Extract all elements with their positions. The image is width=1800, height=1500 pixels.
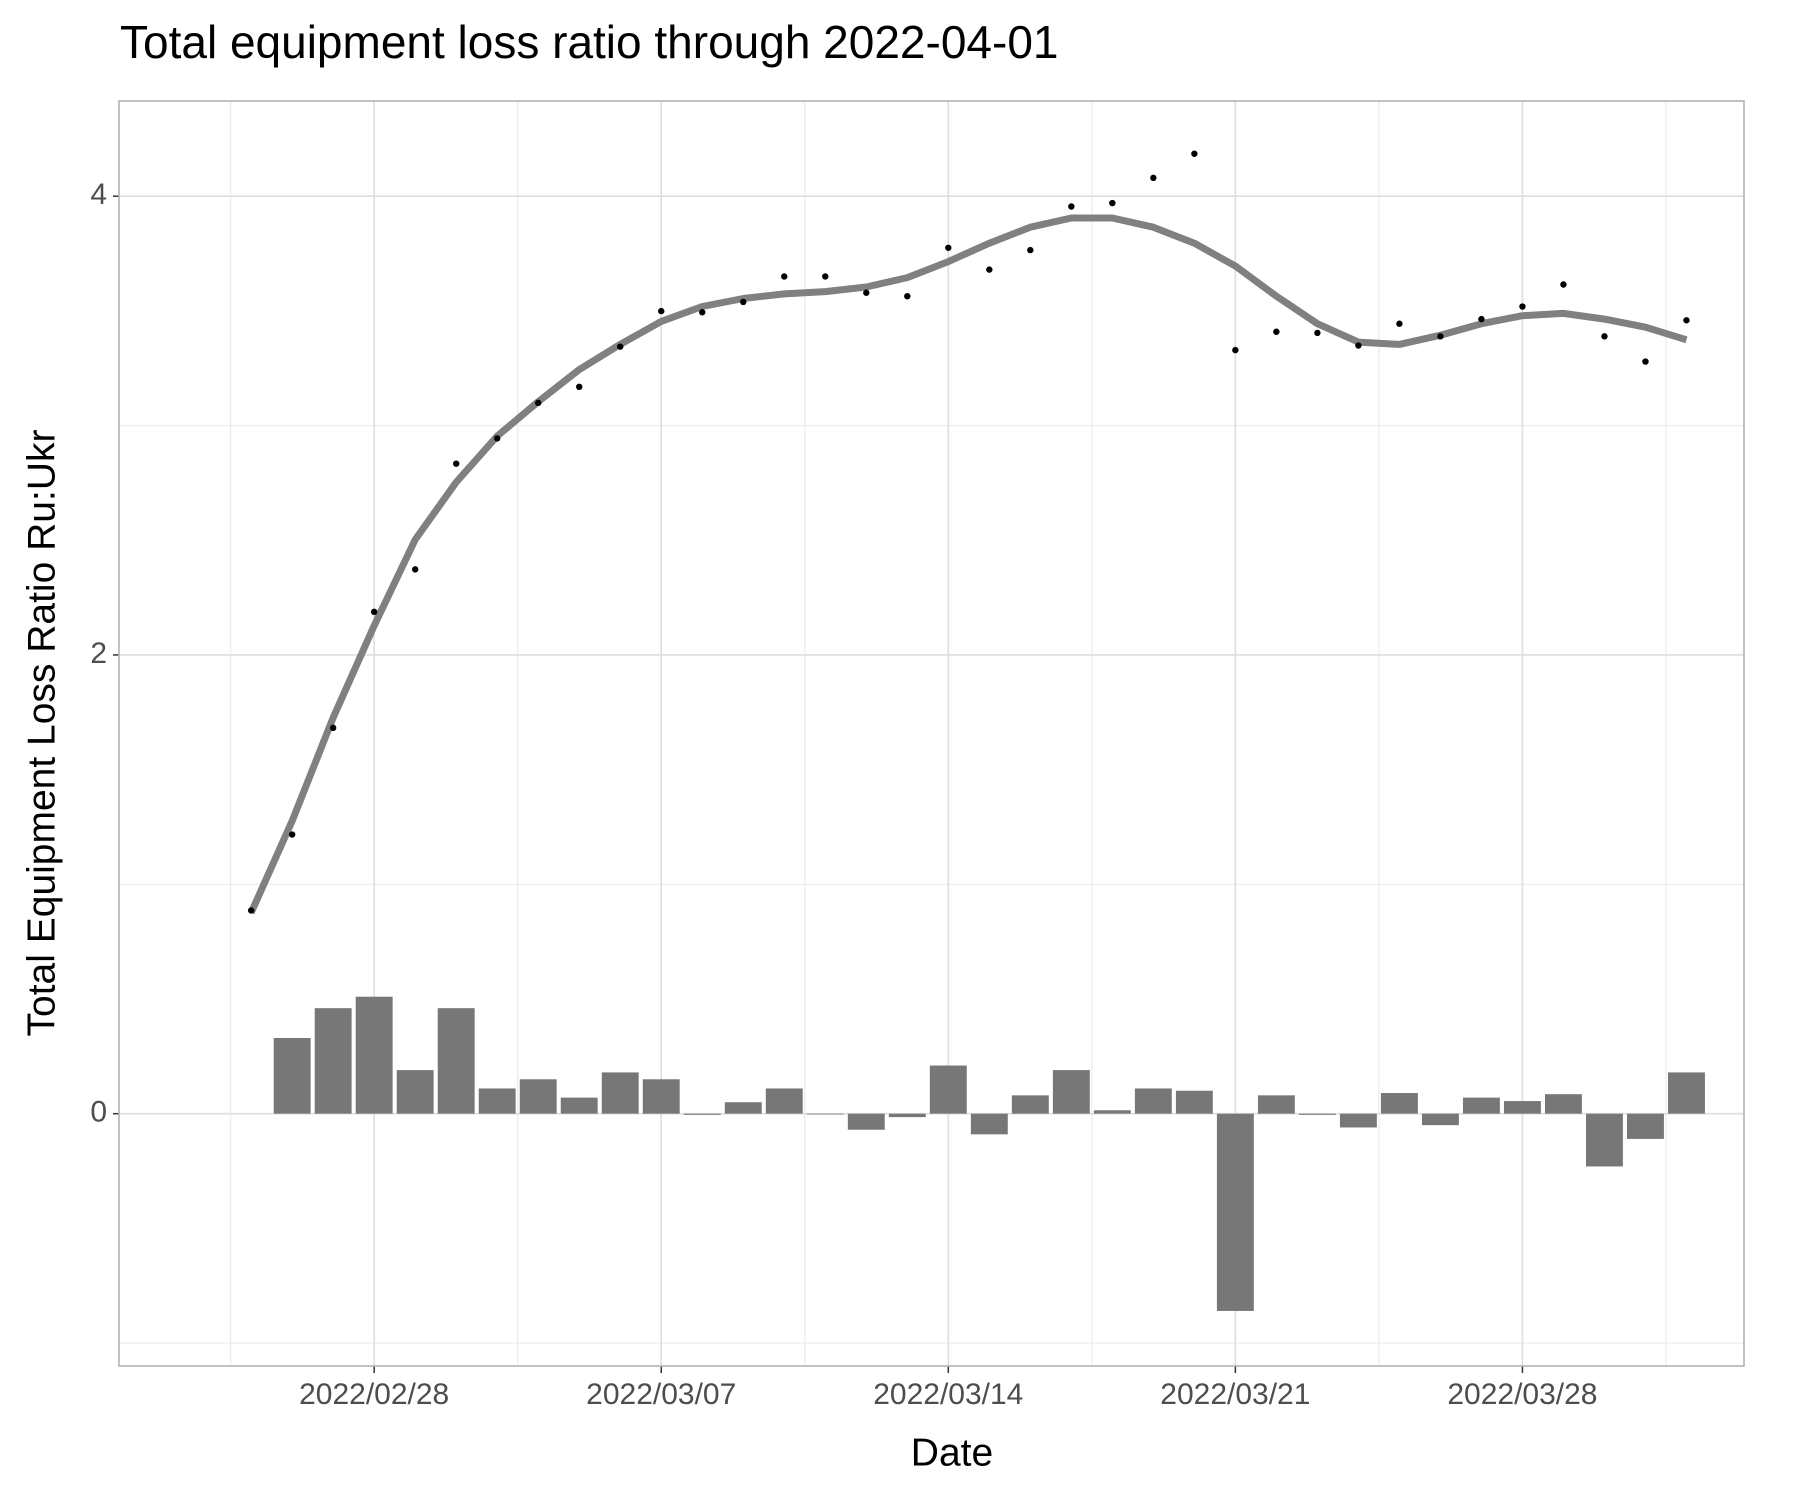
bar xyxy=(1175,1090,1213,1114)
point xyxy=(863,289,870,296)
point xyxy=(1437,333,1444,340)
point xyxy=(1027,246,1034,254)
bar xyxy=(1585,1113,1623,1167)
point xyxy=(1519,303,1526,310)
point xyxy=(247,907,255,914)
bar xyxy=(1421,1113,1459,1126)
point xyxy=(699,309,706,316)
point xyxy=(411,566,419,573)
bar xyxy=(1627,1113,1664,1139)
bar xyxy=(1134,1088,1172,1114)
point xyxy=(535,399,542,407)
bar xyxy=(929,1065,967,1114)
x-tick-label: 2022/02/28 xyxy=(299,1378,449,1411)
point xyxy=(370,608,378,616)
point xyxy=(1232,346,1239,354)
point xyxy=(1314,329,1321,337)
point xyxy=(740,298,747,306)
point xyxy=(1683,317,1690,324)
bar xyxy=(1093,1110,1131,1114)
bar xyxy=(724,1102,762,1114)
bar xyxy=(601,1072,639,1114)
bar xyxy=(1052,1070,1090,1114)
bar xyxy=(273,1037,311,1114)
trend-line xyxy=(247,214,1688,915)
bar xyxy=(765,1088,803,1114)
bar xyxy=(519,1079,557,1114)
point xyxy=(1273,328,1280,335)
x-tick-label: 2022/03/28 xyxy=(1447,1378,1597,1411)
bar xyxy=(437,1008,475,1114)
bar xyxy=(888,1113,926,1118)
point xyxy=(329,724,337,732)
point xyxy=(781,273,788,280)
point xyxy=(945,244,952,251)
point xyxy=(1109,199,1116,207)
bar xyxy=(355,996,393,1114)
bar xyxy=(847,1113,885,1130)
point xyxy=(1396,320,1403,327)
bar xyxy=(396,1070,434,1114)
bar xyxy=(1257,1095,1295,1114)
bar xyxy=(560,1097,598,1114)
bar xyxy=(683,1113,721,1115)
chart-title: Total equipment loss ratio through 2022-… xyxy=(120,16,1059,68)
x-tick-label: 2022/03/07 xyxy=(586,1378,736,1411)
bar xyxy=(1298,1113,1336,1115)
point xyxy=(904,292,911,300)
point xyxy=(1150,174,1157,182)
point xyxy=(822,273,829,280)
point xyxy=(1478,315,1485,323)
bar xyxy=(314,1008,352,1114)
bar xyxy=(1216,1113,1254,1311)
bar xyxy=(1668,1072,1705,1114)
bar xyxy=(478,1088,516,1114)
x-tick-label: 2022/03/21 xyxy=(1160,1378,1310,1411)
bar xyxy=(1339,1113,1377,1128)
point xyxy=(986,266,993,273)
point xyxy=(1560,281,1567,288)
bar xyxy=(1462,1097,1500,1114)
point xyxy=(452,460,460,467)
point xyxy=(1642,358,1649,365)
y-axis-label: Total Equipment Loss Ratio Ru:Ukr xyxy=(20,430,63,1037)
point xyxy=(1601,333,1608,340)
point xyxy=(288,831,296,838)
bar xyxy=(1544,1094,1582,1114)
x-axis-label: Date xyxy=(911,1431,993,1474)
panel-border xyxy=(118,100,1745,1367)
y-tick-label: 0 xyxy=(90,1096,107,1129)
y-tick-label: 2 xyxy=(90,637,107,670)
x-tick-label: 2022/03/14 xyxy=(873,1378,1023,1411)
bar xyxy=(1011,1095,1049,1114)
y-tick-label: 4 xyxy=(90,178,107,211)
point xyxy=(493,435,501,442)
point xyxy=(1068,203,1075,210)
bar xyxy=(806,1113,844,1115)
point xyxy=(1355,342,1362,349)
point xyxy=(658,307,665,315)
point xyxy=(1191,150,1198,157)
point xyxy=(617,343,624,350)
bar xyxy=(970,1113,1008,1135)
point xyxy=(576,383,583,391)
bar xyxy=(1380,1093,1418,1114)
bar xyxy=(1503,1101,1541,1114)
bar xyxy=(642,1079,680,1114)
